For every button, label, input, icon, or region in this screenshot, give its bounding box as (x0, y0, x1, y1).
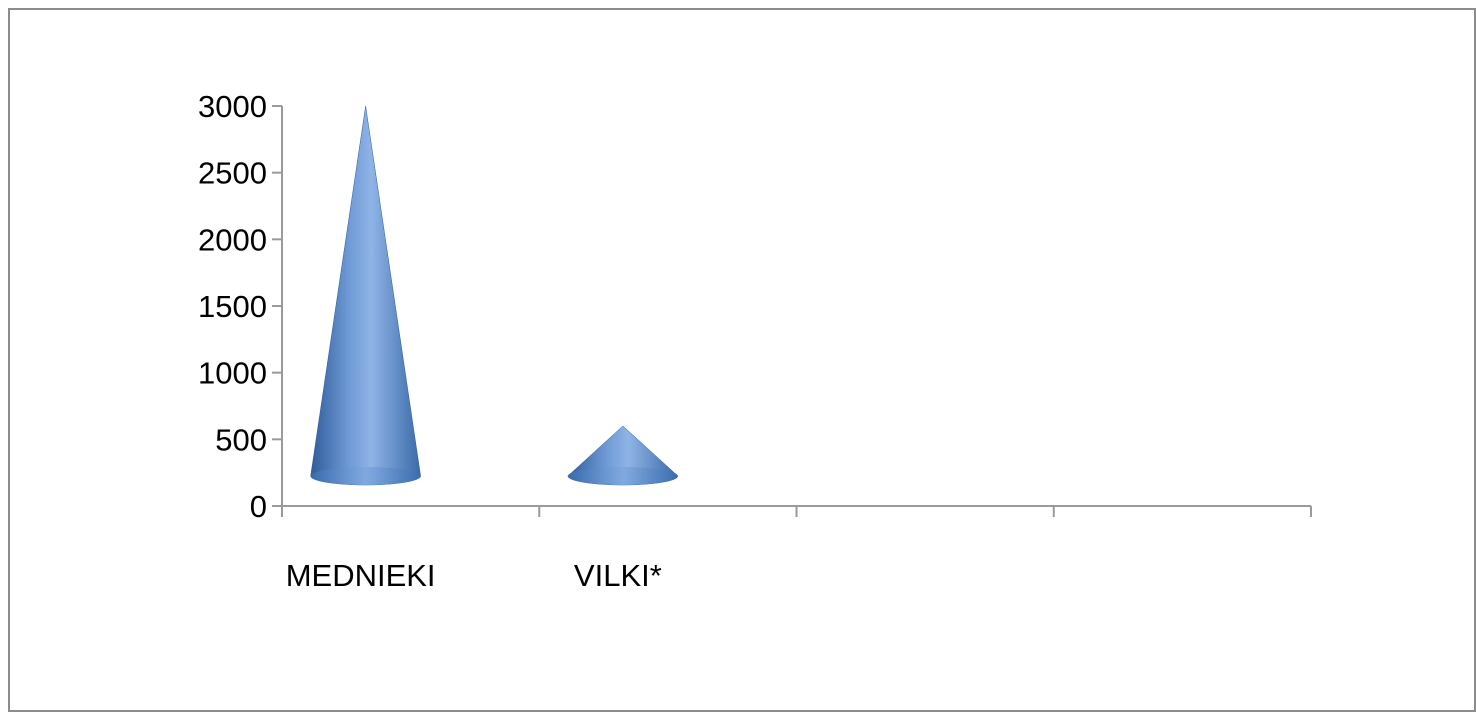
y-tick-label: 0 (250, 489, 267, 524)
x-labels: MEDNIEKI VILKI* (286, 558, 662, 593)
cone-base (310, 467, 421, 485)
x-category-label: MEDNIEKI (286, 558, 436, 593)
y-tick-label: 3000 (198, 89, 267, 124)
y-ticks: 0 500 1000 1500 2000 2500 3000 (198, 89, 282, 524)
bars (310, 105, 679, 486)
x-category-label: VILKI* (574, 558, 662, 593)
bar-2 (567, 425, 679, 486)
y-tick-label: 500 (215, 422, 267, 457)
y-tick-label: 1000 (198, 356, 267, 391)
y-tick-label: 2000 (198, 222, 267, 257)
chart-border (8, 8, 1476, 712)
x-ticks (281, 506, 1312, 517)
bar-1 (310, 105, 421, 486)
y-tick-label: 1500 (198, 289, 267, 324)
y-tick-label: 2500 (198, 156, 267, 191)
cone-base (567, 467, 678, 485)
